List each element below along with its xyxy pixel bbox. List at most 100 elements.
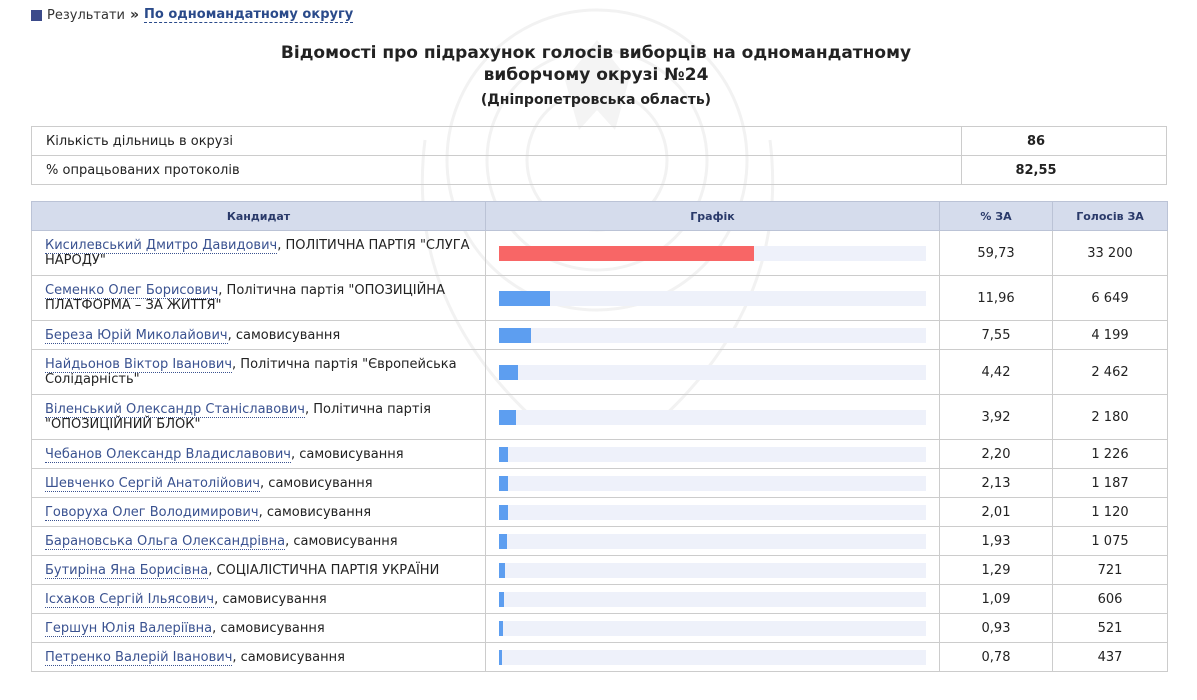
chart-cell: [485, 555, 940, 585]
summary-label: % опрацьованих протоколів: [31, 155, 962, 185]
candidate-name-link[interactable]: Найдьонов Віктор Іванович: [45, 357, 233, 373]
table-row: Шевченко Сергій Анатолійович, самовисува…: [31, 468, 1168, 498]
candidate-name-link[interactable]: Береза Юрій Миколайович: [45, 327, 228, 344]
chart-cell: [485, 230, 940, 276]
percent-cell: 3,92: [939, 394, 1053, 440]
candidate-name-link[interactable]: Віленський Олександр Станіславович: [45, 402, 305, 418]
candidate-cell: Шевченко Сергій Анатолійович, самовисува…: [31, 468, 486, 498]
candidate-name-link[interactable]: Чебанов Олександр Владиславович: [45, 446, 291, 463]
summary-value: 86: [961, 126, 1167, 156]
percent-cell: 1,09: [939, 584, 1053, 614]
vote-share-bar: [499, 620, 503, 636]
candidate-party: , Політична партія "ОПОЗИЦІЙНИЙ БЛОК": [45, 402, 431, 432]
table-row: Петренко Валерій Іванович, самовисування…: [31, 642, 1168, 672]
column-header-votes: Голосів ЗА: [1052, 201, 1168, 231]
candidate-party: , ПОЛІТИЧНА ПАРТІЯ "СЛУГА НАРОДУ": [45, 238, 470, 268]
candidate-name-link[interactable]: Кисилевський Дмитро Давидович: [45, 238, 278, 254]
summary-table: Кількість дільниць в окрузі 86 % опрацьо…: [31, 126, 1167, 185]
chart-cell: [485, 584, 940, 614]
candidate-party: , самовисування: [214, 591, 327, 607]
summary-label: Кількість дільниць в окрузі: [31, 126, 962, 156]
vote-share-bar: [499, 245, 755, 261]
chart-cell: [485, 320, 940, 350]
breadcrumb-district-link[interactable]: По одномандатному округу: [144, 7, 354, 23]
candidate-name-link[interactable]: Шевченко Сергій Анатолійович: [45, 475, 261, 492]
summary-value: 82,55: [961, 155, 1167, 185]
bar-track: [499, 504, 926, 520]
votes-cell: 721: [1052, 555, 1168, 585]
candidate-name-link[interactable]: Петренко Валерій Іванович: [45, 649, 233, 666]
results-header-row: Кандидат Графік % ЗА Голосів ЗА: [31, 201, 1168, 231]
bar-track: [499, 620, 926, 636]
bar-track: [499, 591, 926, 607]
candidate-name-link[interactable]: Бутиріна Яна Борисівна: [45, 562, 209, 579]
bar-track: [499, 290, 926, 306]
breadcrumb: Результати » По одномандатному округу: [31, 6, 354, 24]
candidate-cell: Гершун Юлія Валеріївна, самовисування: [31, 613, 486, 643]
vote-share-bar: [499, 591, 504, 607]
votes-cell: 437: [1052, 642, 1168, 672]
vote-share-bar: [499, 446, 509, 462]
candidate-party: , самовисування: [290, 446, 404, 462]
table-row: Бутиріна Яна Борисівна, СОЦІАЛІСТИЧНА ПА…: [31, 555, 1168, 585]
candidate-party: , самовисування: [227, 327, 341, 343]
votes-cell: 2 462: [1052, 349, 1168, 395]
candidate-name-link[interactable]: Семенко Олег Борисович: [45, 283, 219, 299]
vote-share-bar: [499, 504, 508, 520]
vote-share-bar: [499, 290, 551, 306]
table-row: Найдьонов Віктор Іванович, Політична пар…: [31, 349, 1168, 395]
candidate-cell: Ісхаков Сергій Ільясович, самовисування: [31, 584, 486, 614]
bar-track: [499, 475, 926, 491]
votes-cell: 1 226: [1052, 439, 1168, 469]
table-row: Семенко Олег Борисович, Політична партія…: [31, 275, 1168, 321]
votes-cell: 4 199: [1052, 320, 1168, 350]
percent-cell: 1,29: [939, 555, 1053, 585]
candidate-party: , самовисування: [260, 475, 373, 491]
percent-cell: 0,78: [939, 642, 1053, 672]
bar-track: [499, 562, 926, 578]
percent-cell: 2,13: [939, 468, 1053, 498]
percent-cell: 11,96: [939, 275, 1053, 321]
vote-share-bar: [499, 533, 508, 549]
candidate-party: , самовисування: [285, 533, 398, 549]
bar-track: [499, 649, 926, 665]
candidate-name-link[interactable]: Говоруха Олег Володимирович: [45, 504, 259, 521]
region-subtitle: (Дніпропетровська область): [480, 92, 712, 108]
breadcrumb-results-link[interactable]: Результати: [47, 7, 125, 23]
results-body: Кисилевський Дмитро Давидович, ПОЛІТИЧНА…: [31, 230, 1168, 672]
bar-track: [499, 364, 926, 380]
results-table: Кандидат Графік % ЗА Голосів ЗА Кисилевс…: [31, 201, 1168, 672]
chart-cell: [485, 349, 940, 395]
vote-share-bar: [499, 327, 532, 343]
chart-cell: [485, 275, 940, 321]
candidate-cell: Говоруха Олег Володимирович, самовисуван…: [31, 497, 486, 527]
candidate-name-link[interactable]: Ісхаков Сергій Ільясович: [45, 591, 215, 608]
chart-cell: [485, 497, 940, 527]
candidate-cell: Барановська Ольга Олександрівна, самовис…: [31, 526, 486, 556]
votes-cell: 521: [1052, 613, 1168, 643]
candidate-cell: Семенко Олег Борисович, Політична партія…: [31, 275, 486, 321]
candidate-name-link[interactable]: Гершун Юлія Валеріївна: [45, 620, 213, 637]
candidate-party: , самовисування: [258, 504, 372, 520]
candidate-cell: Чебанов Олександр Владиславович, самовис…: [31, 439, 486, 469]
chart-cell: [485, 642, 940, 672]
vote-share-bar: [499, 475, 509, 491]
table-row: Чебанов Олександр Владиславович, самовис…: [31, 439, 1168, 469]
candidate-cell: Віленський Олександр Станіславович, Полі…: [31, 394, 486, 440]
chart-cell: [485, 613, 940, 643]
candidate-name-link[interactable]: Барановська Ольга Олександрівна: [45, 533, 286, 550]
percent-cell: 7,55: [939, 320, 1053, 350]
vote-share-bar: [499, 409, 516, 425]
percent-cell: 2,01: [939, 497, 1053, 527]
candidate-cell: Бутиріна Яна Борисівна, СОЦІАЛІСТИЧНА ПА…: [31, 555, 486, 585]
breadcrumb-square-icon: [31, 9, 42, 21]
votes-cell: 1 120: [1052, 497, 1168, 527]
table-row: Береза Юрій Миколайович, самовисування 7,…: [31, 320, 1168, 350]
vote-share-bar: [499, 364, 518, 380]
candidate-cell: Петренко Валерій Іванович, самовисування: [31, 642, 486, 672]
summary-row-processed: % опрацьованих протоколів 82,55: [31, 155, 1167, 185]
votes-cell: 6 649: [1052, 275, 1168, 321]
votes-cell: 606: [1052, 584, 1168, 614]
chart-cell: [485, 439, 940, 469]
vote-share-bar: [499, 649, 503, 665]
